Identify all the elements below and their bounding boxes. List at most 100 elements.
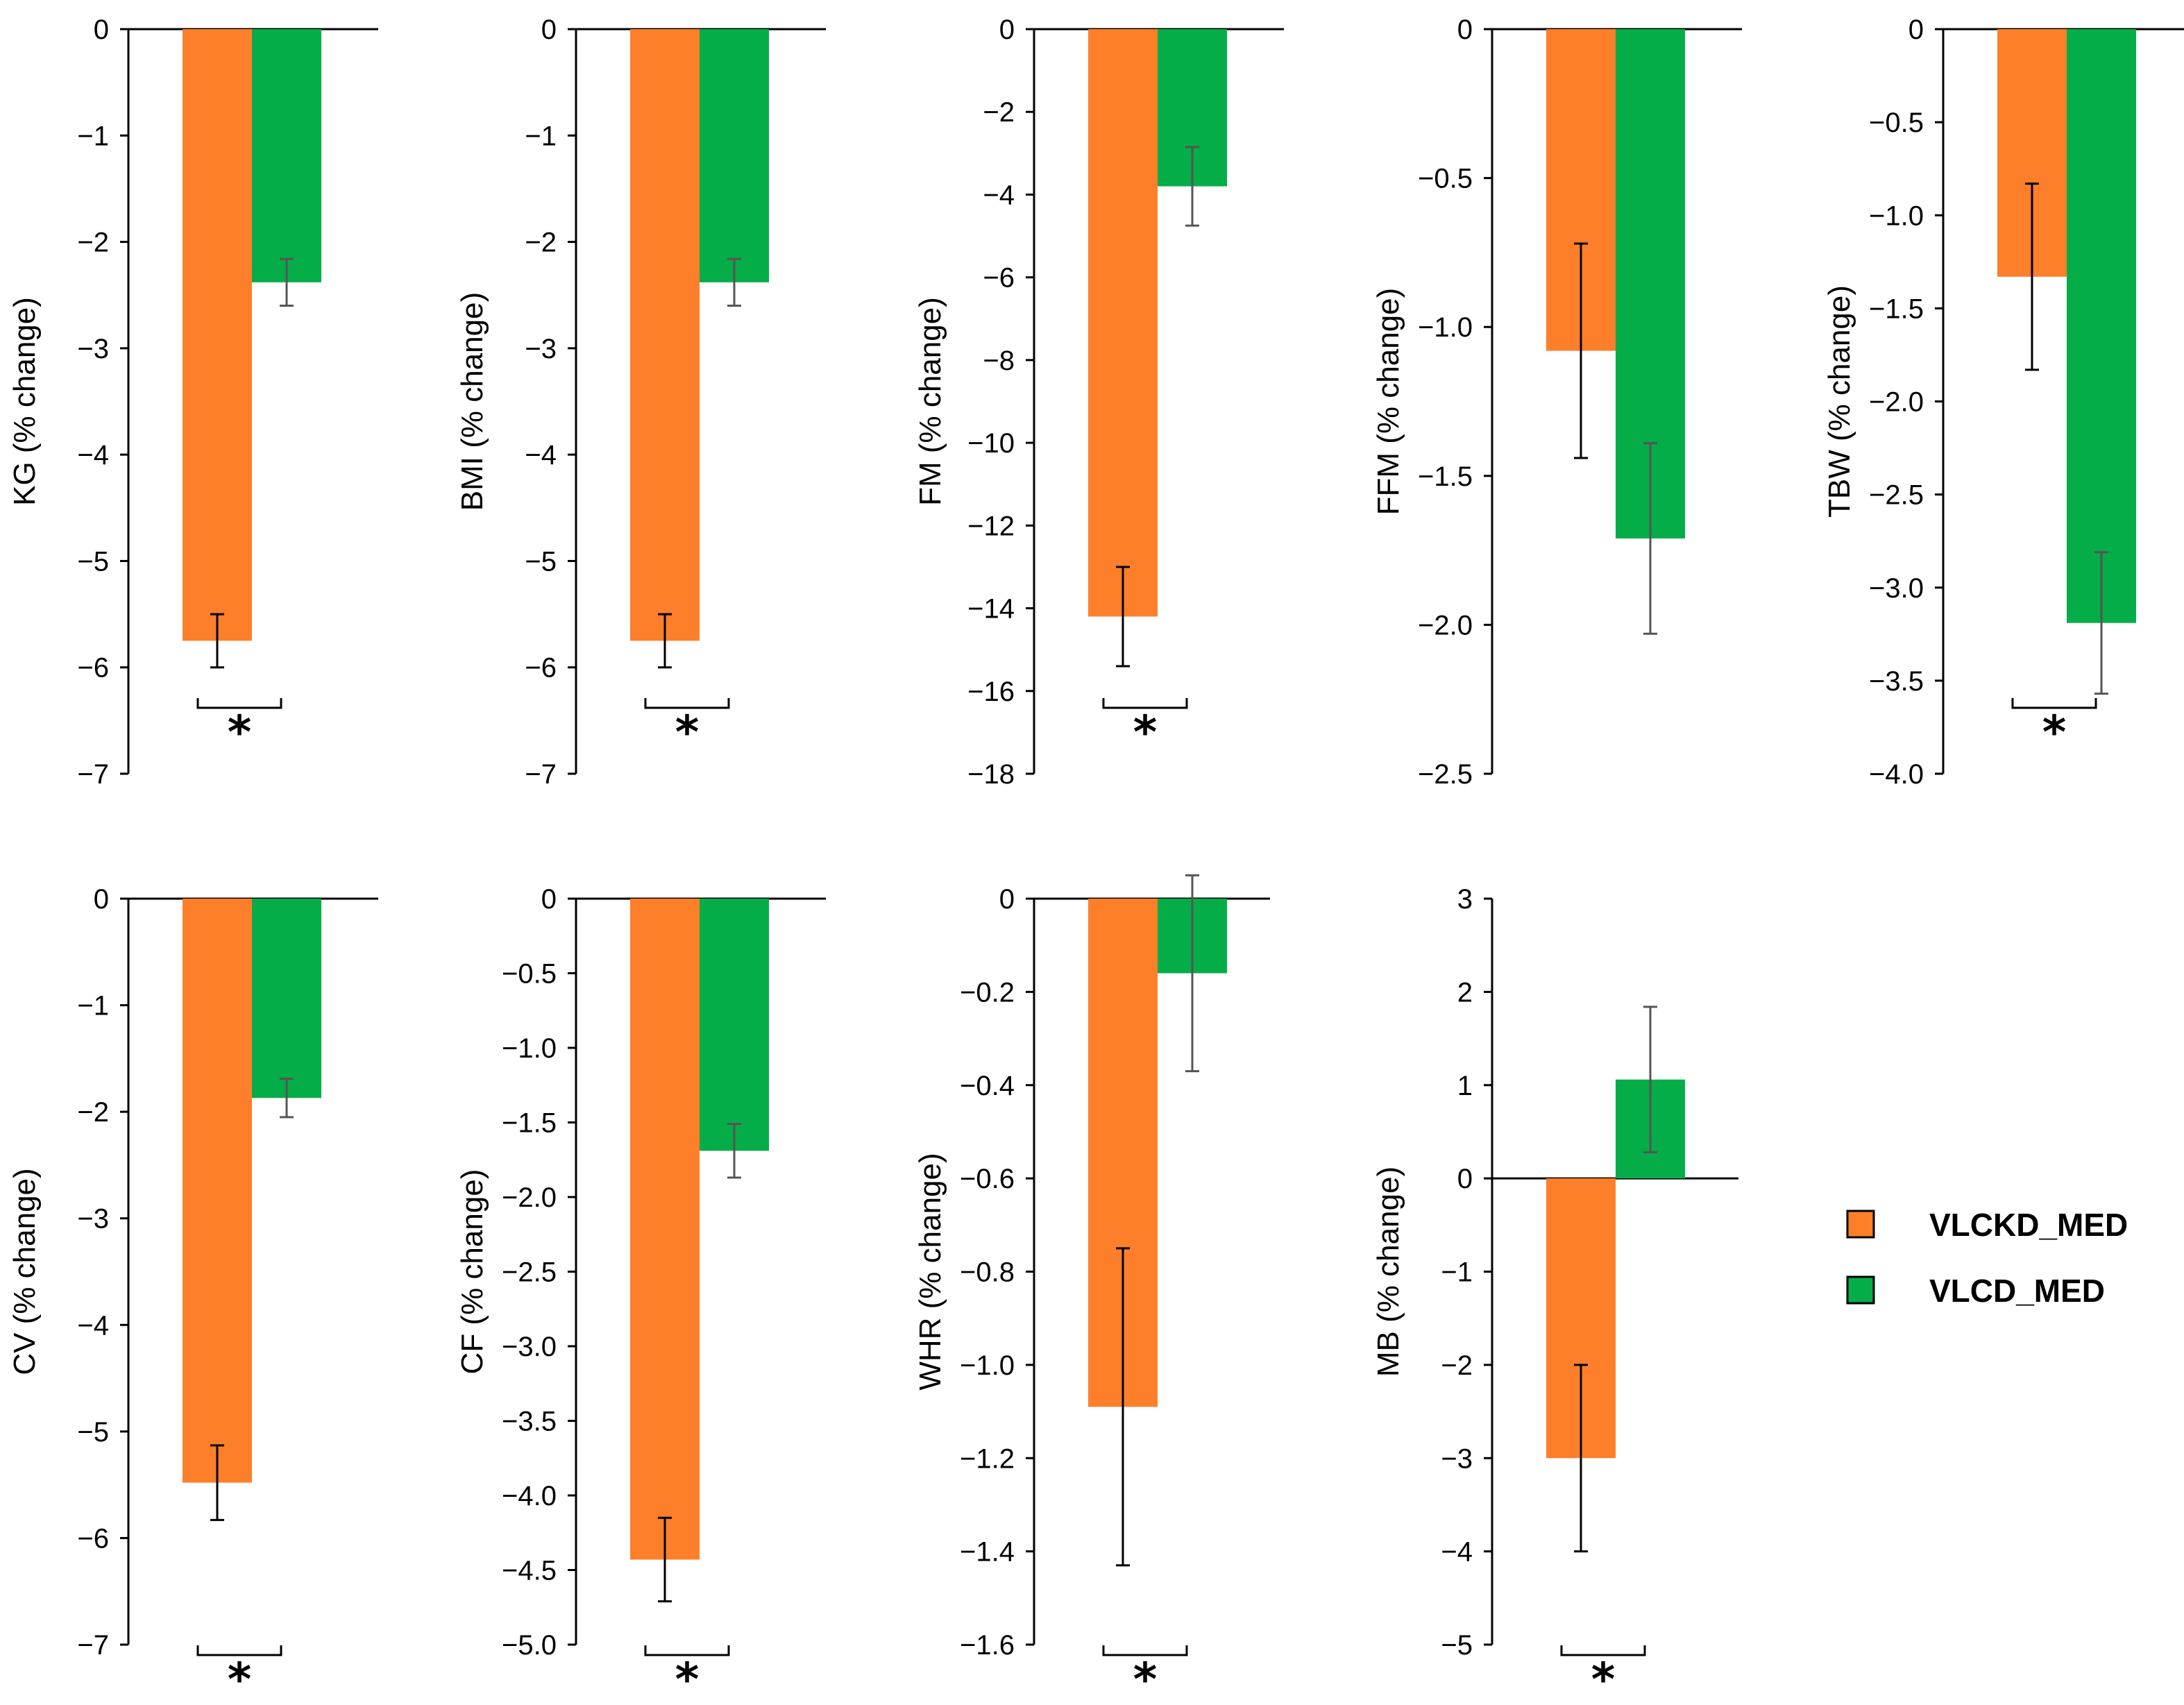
significance-bracket: * — [1102, 1645, 1188, 1705]
y-tick-label: −2.0 — [1418, 610, 1473, 641]
significance-bracket: * — [644, 698, 730, 759]
y-tick-label: −6 — [525, 653, 557, 684]
error-bar-vlcd — [1643, 442, 1657, 635]
error-bar-vlcd — [280, 1078, 294, 1119]
significance-bracket: * — [1560, 1645, 1646, 1705]
y-tick-label: 3 — [1457, 884, 1473, 915]
y-tick-label: −7 — [525, 759, 557, 790]
chart-panel: 0 −1 −2 −3 −4 −5 −6 −7 BMI (% change) * — [455, 15, 826, 790]
significance-bracket: * — [644, 1645, 730, 1705]
y-tick-label: −1 — [1441, 1257, 1473, 1288]
y-tick-label: −3 — [525, 334, 557, 364]
y-tick-label: 0 — [541, 884, 557, 915]
y-tick-label: −4 — [983, 180, 1015, 210]
y-tick-label: −4.5 — [502, 1556, 557, 1586]
y-tick-label: −1 — [77, 991, 109, 1021]
y-tick-label: 0 — [541, 15, 557, 45]
y-tick-label: −7 — [77, 759, 109, 790]
y-tick-label: −0.2 — [960, 977, 1015, 1008]
significance-star: * — [675, 706, 700, 759]
error-bar-vlckd — [1574, 1364, 1588, 1553]
bar-vlcd — [700, 29, 769, 282]
y-tick-label: −3.0 — [502, 1332, 557, 1362]
error-bar-vlcd — [1185, 146, 1199, 227]
y-axis-label: CV (% change) — [8, 1168, 42, 1375]
chart-panel: 0 −2 −4 −6 −8 −10 −12 −14 −16 −18 FM (% change) * — [913, 15, 1284, 790]
significance-bracket: * — [2011, 698, 2097, 759]
y-axis-label: FFM (% change) — [1371, 288, 1405, 516]
y-tick-label: −3.0 — [1869, 573, 1924, 604]
y-tick-label: −2 — [77, 228, 109, 258]
y-tick-label: −16 — [967, 677, 1015, 707]
y-tick-label: −4 — [77, 1310, 109, 1341]
y-tick-label: −3 — [77, 1204, 109, 1235]
error-bar-vlcd — [1185, 874, 1199, 1073]
y-tick-label: −3 — [77, 334, 109, 364]
y-axis-label: CF (% change) — [455, 1169, 489, 1375]
y-tick-label: −2 — [1441, 1350, 1473, 1381]
bar-vlckd — [183, 29, 252, 641]
y-tick-label: −1.4 — [960, 1537, 1015, 1568]
significance-bracket: * — [196, 1645, 282, 1705]
significance-star: * — [228, 706, 252, 759]
y-tick-label: 0 — [1457, 15, 1473, 45]
legend-swatch-vlckd — [1846, 1210, 1875, 1239]
y-tick-label: −1.5 — [502, 1108, 557, 1139]
bar-vlckd — [1088, 29, 1158, 617]
y-tick-label: −0.4 — [960, 1071, 1015, 1101]
y-tick-label: −2.5 — [1869, 480, 1924, 511]
y-tick-label: −3.5 — [1869, 666, 1924, 697]
y-tick-label: −0.5 — [1418, 164, 1473, 194]
bar-vlckd — [630, 29, 700, 641]
error-bar-vlckd — [658, 1516, 672, 1603]
y-tick-label: −10 — [967, 428, 1015, 459]
y-tick-label: −1.5 — [1418, 461, 1473, 492]
y-tick-label: 1 — [1457, 1071, 1473, 1101]
y-tick-label: −2.0 — [1869, 387, 1924, 418]
error-bar-vlcd — [727, 257, 741, 307]
y-tick-label: −0.8 — [960, 1257, 1015, 1288]
y-tick-label: −1 — [525, 121, 557, 151]
chart-panel: 3 2 1 0 −1 −2 −3 −4 −5 MB (% change) * — [1371, 884, 1738, 1705]
bar-vlckd — [630, 899, 700, 1560]
y-tick-label: −1.0 — [1418, 312, 1473, 343]
significance-star: * — [1133, 706, 1158, 759]
y-tick-label: −2 — [983, 97, 1015, 128]
y-tick-label: −1.6 — [960, 1630, 1015, 1661]
error-bar-vlcd — [2094, 551, 2108, 695]
error-bar-vlckd — [1574, 242, 1588, 459]
y-tick-label: −7 — [77, 1630, 109, 1661]
error-bar-vlckd — [210, 613, 224, 669]
bar-vlcd — [252, 29, 321, 282]
chart-panel: 0 −0.5 −1.0 −1.5 −2.0 −2.5 −3.0 −3.5 −4.0 −4.5 −5.… — [455, 884, 826, 1705]
y-tick-label: −4 — [525, 440, 557, 470]
y-tick-label: −6 — [983, 263, 1015, 294]
y-tick-label: 2 — [1457, 977, 1473, 1008]
y-tick-label: 0 — [94, 884, 109, 915]
y-tick-label: −8 — [983, 346, 1015, 376]
significance-bracket: * — [196, 698, 282, 759]
y-tick-label: −1.0 — [502, 1033, 557, 1064]
y-tick-label: 0 — [999, 884, 1015, 915]
y-tick-label: 0 — [94, 15, 109, 45]
y-axis-label: MB (% change) — [1371, 1167, 1405, 1377]
bar-vlckd — [183, 899, 252, 1483]
chart-panel: 0 −1 −2 −3 −4 −5 −6 −7 KG (% change) * — [8, 15, 378, 790]
error-bar-vlcd — [727, 1123, 741, 1179]
error-bar-vlckd — [2025, 183, 2039, 371]
y-tick-label: −3 — [1441, 1443, 1473, 1474]
y-tick-label: −18 — [967, 759, 1015, 790]
y-tick-label: −5 — [525, 546, 557, 577]
error-bar-vlckd — [210, 1444, 224, 1521]
significance-star: * — [1133, 1653, 1158, 1705]
y-tick-label: 0 — [999, 15, 1015, 45]
y-axis-label: WHR (% change) — [913, 1153, 947, 1390]
chart-panels: 0 −1 −2 −3 −4 −5 −6 −7 KG (% change) * 0 −1 −2 −3 −4 −5… — [8, 15, 2184, 1705]
y-tick-label: −2.5 — [502, 1257, 557, 1288]
y-tick-label: 0 — [1457, 1164, 1473, 1194]
y-tick-label: −2 — [525, 228, 557, 258]
y-tick-label: −5 — [77, 1417, 109, 1448]
y-tick-label: −1.0 — [1869, 201, 1924, 231]
y-tick-label: −4.0 — [502, 1481, 557, 1511]
